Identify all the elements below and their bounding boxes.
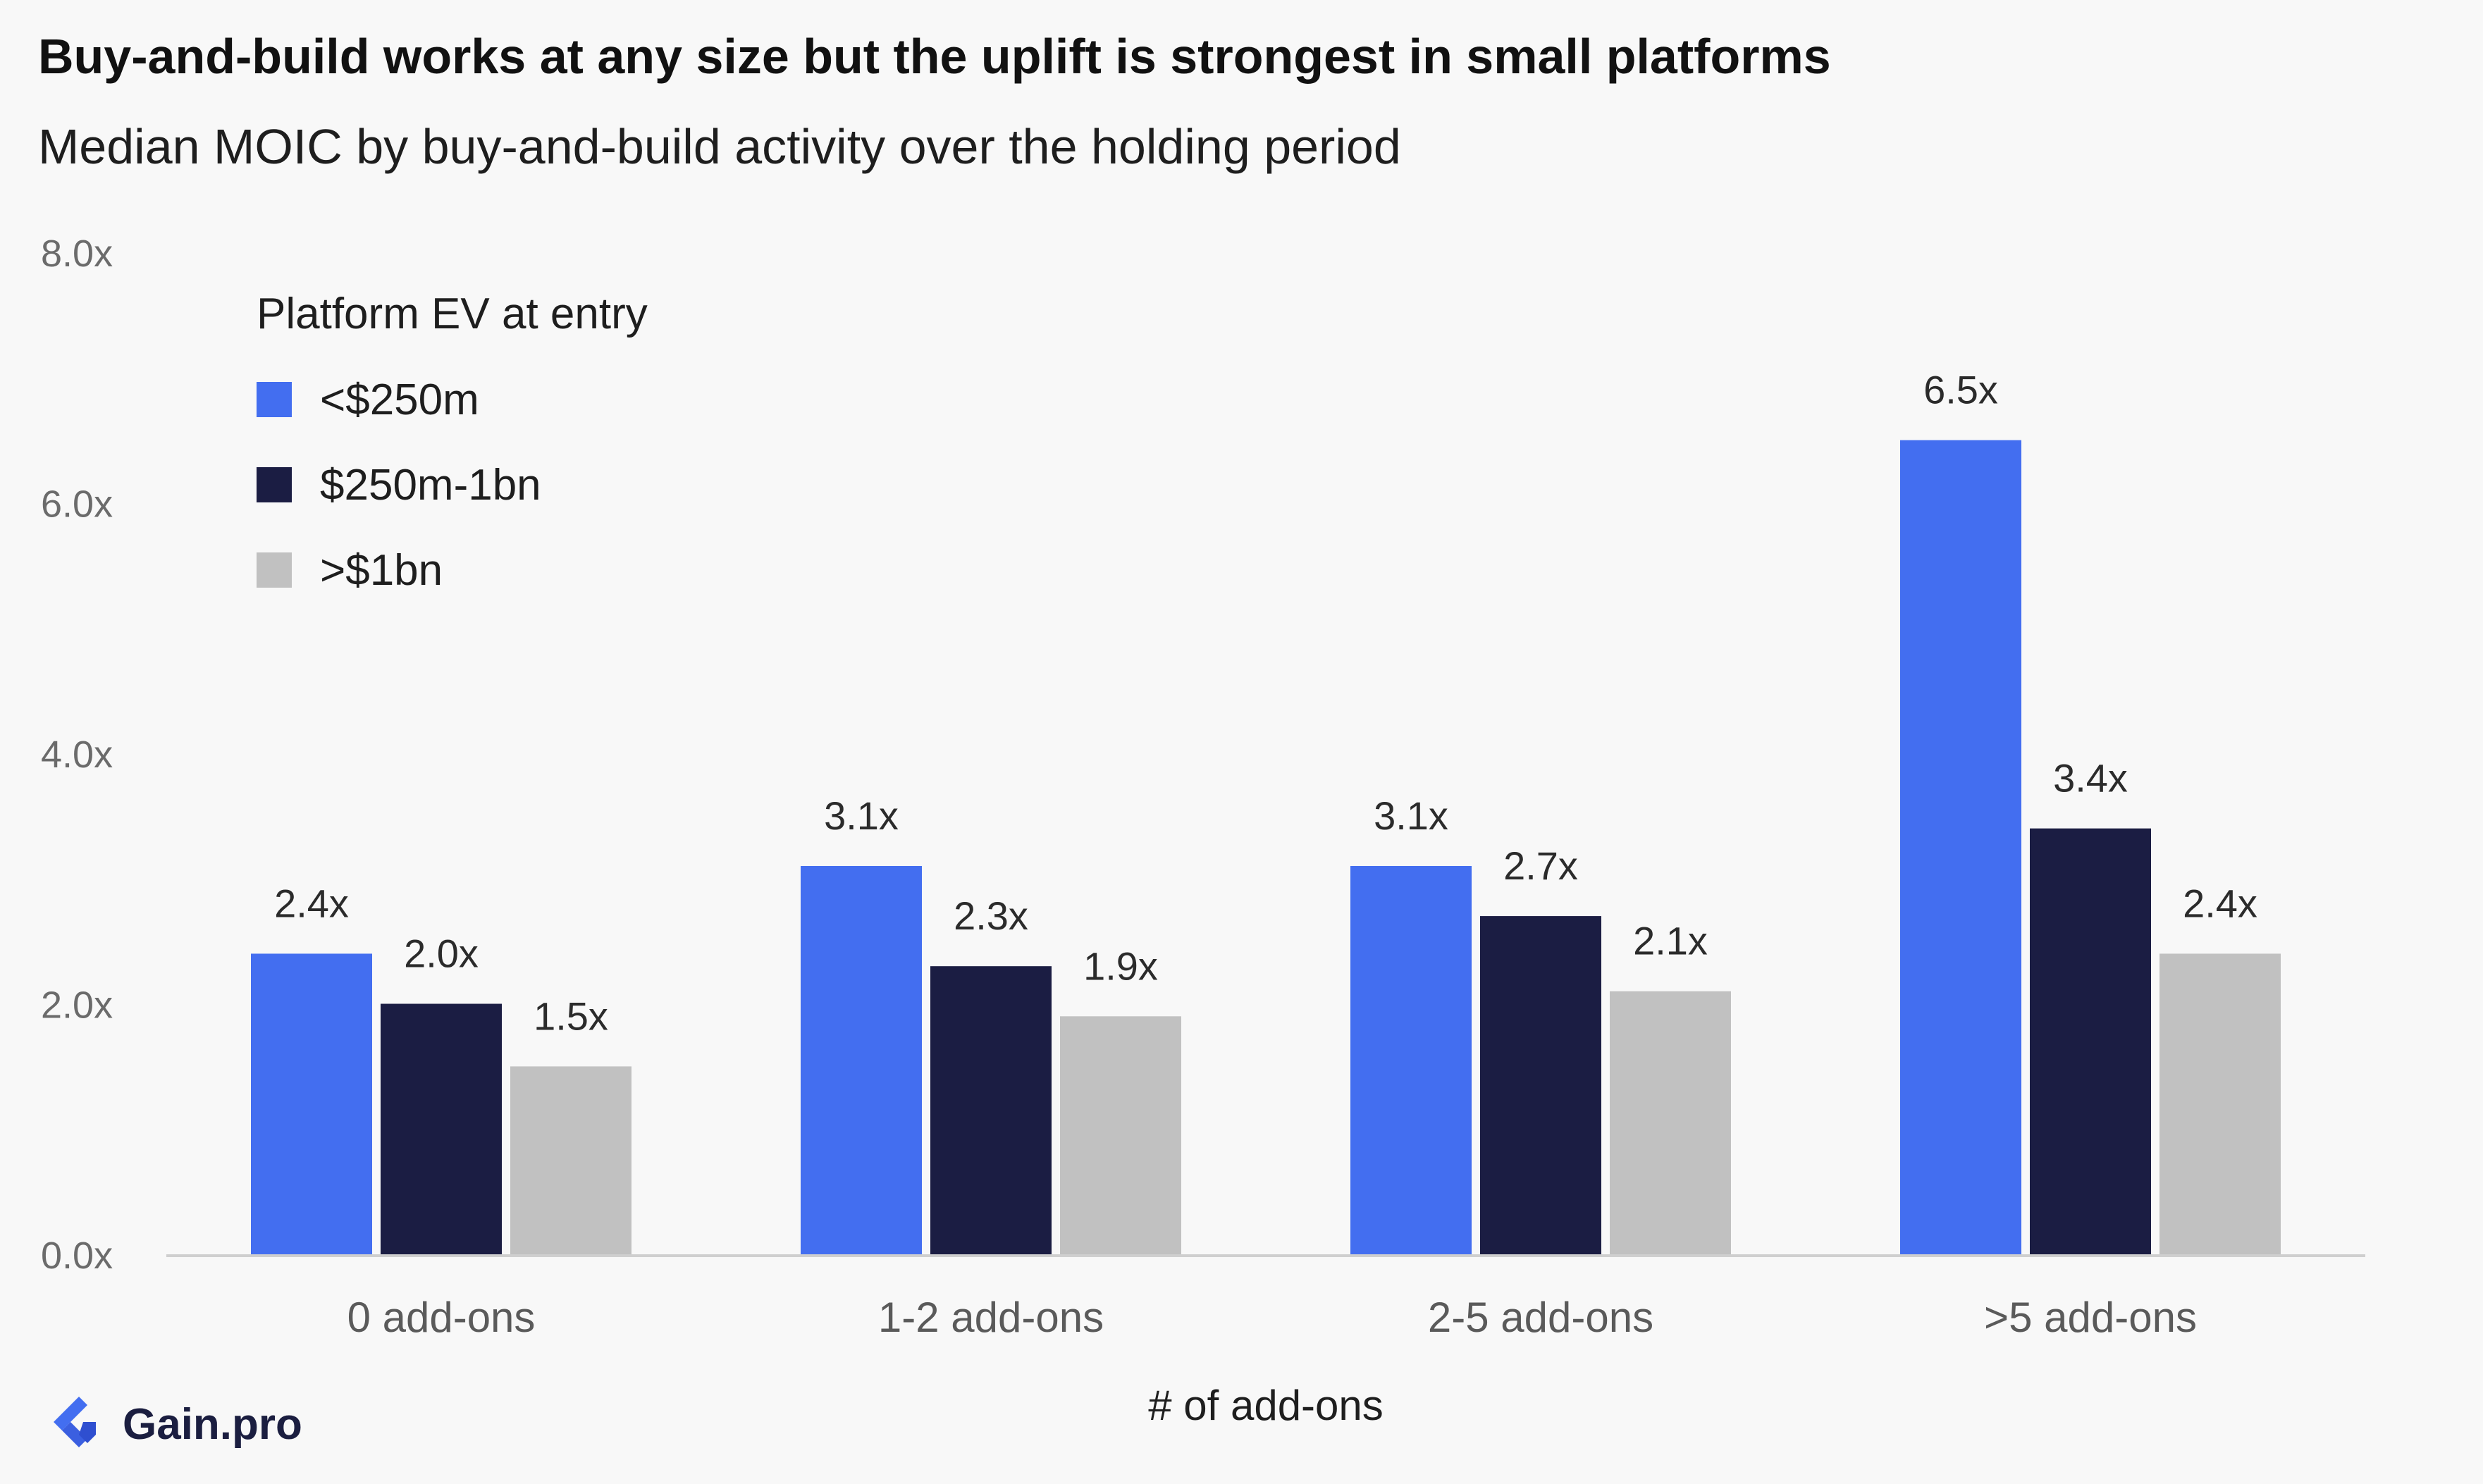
bar [801,865,922,1254]
legend-title: Platform EV at entry [257,290,648,338]
x-tick-label: 1-2 add-ons [878,1294,1104,1341]
y-axis-ticks: 0.0x 2.0x 4.0x 6.0x 8.0x [41,233,113,1277]
y-tick-label: 4.0x [41,734,113,776]
x-tick-label: >5 add-ons [1984,1294,2197,1341]
bar-value-label: 2.4x [2183,881,2257,925]
bar-value-label: 2.4x [274,881,349,925]
legend-swatch-large [257,552,292,588]
chart-title: Buy-and-build works at any size but the … [38,29,1831,84]
bar [381,1003,502,1254]
bar [510,1066,631,1254]
legend: Platform EV at entry <$250m $250m-1bn >$… [257,289,648,630]
y-tick-label: 6.0x [41,483,113,526]
bar [1900,440,2021,1254]
legend-item-mid: $250m-1bn [257,459,648,510]
bar-value-label: 2.0x [404,932,479,976]
legend-item-small: <$250m [257,374,648,425]
bar [2159,953,2281,1254]
bar [930,966,1052,1254]
bar-value-label: 2.1x [1633,919,1708,963]
bar [1610,991,1731,1254]
bar-value-label: 6.5x [1923,368,1998,412]
bar [1060,1016,1181,1254]
gain-pro-logo-icon [54,1397,96,1447]
bar-value-label: 1.5x [534,994,608,1038]
bar-value-label: 3.1x [824,793,899,838]
x-tick-label: 0 add-ons [347,1294,536,1341]
bar [1480,916,1601,1254]
legend-label-large: >$1bn [320,545,443,595]
category-labels: 0 add-ons 1-2 add-ons 2-5 add-ons >5 add-on… [347,1294,2197,1341]
bar [1350,865,1472,1254]
legend-item-large: >$1bn [257,545,648,595]
bar-groups: 2.4x 2.0x 1.5x 3.1x 2.3x 1.9x 3.1x 2.7x 2.1x 6.5x… [251,368,2281,1254]
y-tick-label: 2.0x [41,984,113,1027]
chart-subtitle: Median MOIC by buy-and-build activity ov… [38,119,1401,174]
legend-label-small: <$250m [320,375,479,424]
legend-swatch-mid [257,467,292,502]
brand-logo: Gain.pro [45,1392,302,1456]
y-tick-label: 8.0x [41,233,113,275]
bar-value-label: 3.4x [2053,756,2128,800]
bar-value-label: 2.3x [954,894,1028,938]
bar [2030,828,2151,1254]
bar-value-label: 1.9x [1083,944,1158,988]
legend-swatch-small [257,382,292,417]
bar-value-label: 3.1x [1374,793,1448,838]
bar [251,953,372,1254]
bar-value-label: 2.7x [1503,843,1578,888]
x-axis-title: # of add-ons [1148,1382,1384,1429]
legend-label-mid: $250m-1bn [320,460,541,509]
y-tick-label: 0.0x [41,1235,113,1277]
brand-name: Gain.pro [123,1399,302,1449]
x-tick-label: 2-5 add-ons [1428,1294,1653,1341]
